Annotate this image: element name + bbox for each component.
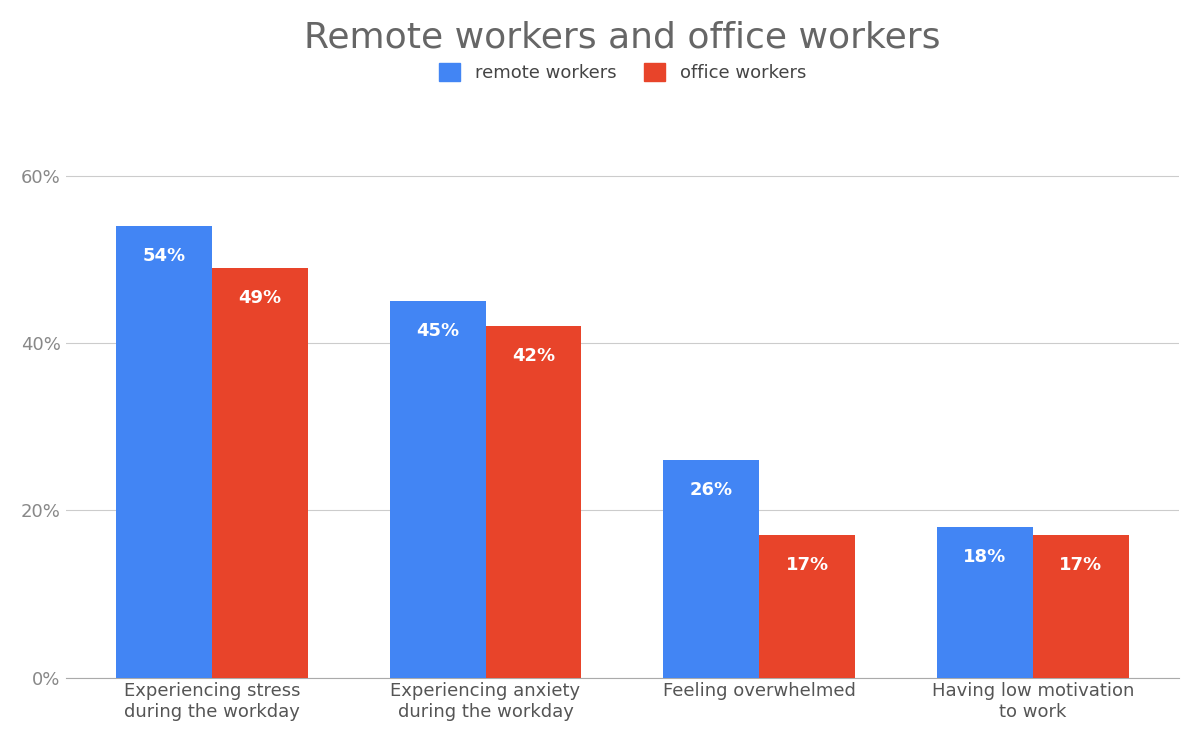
Title: Remote workers and office workers: Remote workers and office workers: [304, 21, 941, 55]
Text: 45%: 45%: [416, 322, 460, 340]
Bar: [760, 536, 854, 677]
Text: 18%: 18%: [964, 548, 1007, 566]
Bar: [116, 226, 212, 677]
Text: 54%: 54%: [143, 247, 186, 265]
Text: 42%: 42%: [512, 347, 556, 365]
Bar: [664, 460, 760, 677]
Text: 26%: 26%: [690, 481, 733, 499]
Bar: [486, 326, 581, 677]
Bar: [1033, 536, 1128, 677]
Bar: [390, 301, 486, 677]
Legend: remote workers, office workers: remote workers, office workers: [430, 53, 815, 91]
Bar: [937, 527, 1033, 677]
Text: 17%: 17%: [1060, 556, 1103, 574]
Text: 17%: 17%: [786, 556, 829, 574]
Text: 49%: 49%: [239, 289, 281, 306]
Bar: [212, 268, 307, 677]
